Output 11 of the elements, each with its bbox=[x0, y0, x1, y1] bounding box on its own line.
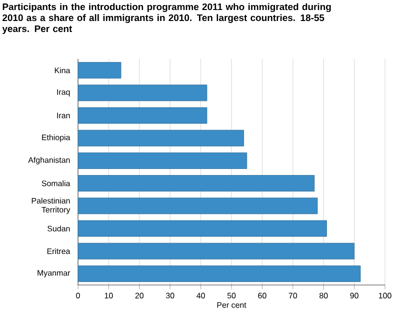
bar bbox=[78, 242, 355, 260]
bar bbox=[78, 175, 315, 192]
bar bbox=[78, 220, 327, 237]
chart-title: Participants in the introduction programme 2011 who immigrated during 2010 as a share of all immigrants in 2010. Ten largest countries. 18-55 years. Per cent bbox=[2, 3, 331, 34]
bar bbox=[78, 198, 318, 214]
bar bbox=[78, 107, 208, 124]
bar bbox=[78, 130, 244, 146]
bar bbox=[78, 62, 122, 78]
bar bbox=[78, 266, 361, 282]
bar bbox=[78, 84, 208, 102]
bar bbox=[78, 152, 248, 169]
